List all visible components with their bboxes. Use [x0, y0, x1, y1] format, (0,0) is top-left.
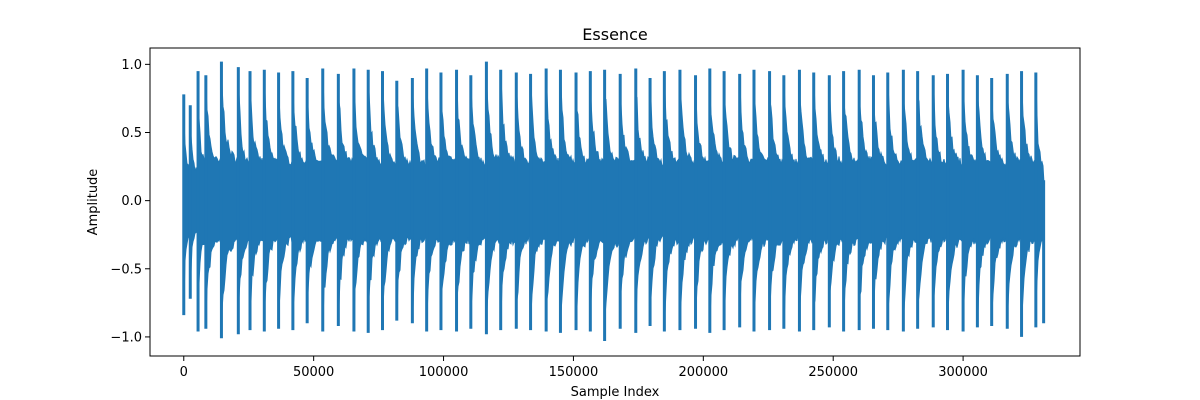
x-axis-label: Sample Index	[571, 385, 660, 400]
y-axis: −1.0 −0.5 0.0 0.5 1.0	[110, 58, 150, 345]
x-tick-label: 250000	[808, 365, 858, 380]
x-tick-label: 150000	[549, 365, 599, 380]
x-tick-label: 300000	[938, 365, 988, 380]
x-tick-label: 50000	[293, 365, 334, 380]
y-tick-label: −1.0	[110, 330, 142, 345]
series-layer	[182, 61, 1046, 342]
y-tick-label: 1.0	[121, 58, 142, 73]
x-tick-label: 100000	[419, 365, 469, 380]
x-axis: 0 50000 100000 150000 200000 250000 300000	[180, 356, 988, 380]
x-tick-label: 200000	[679, 365, 729, 380]
y-tick-label: 0.5	[121, 126, 142, 141]
y-tick-label: −0.5	[110, 262, 142, 277]
y-tick-label: 0.0	[121, 194, 142, 209]
chart-title: Essence	[582, 25, 647, 44]
y-axis-label: Amplitude	[86, 169, 101, 236]
plot-area-frame	[149, 47, 1081, 357]
x-tick-label: 0	[180, 365, 188, 380]
